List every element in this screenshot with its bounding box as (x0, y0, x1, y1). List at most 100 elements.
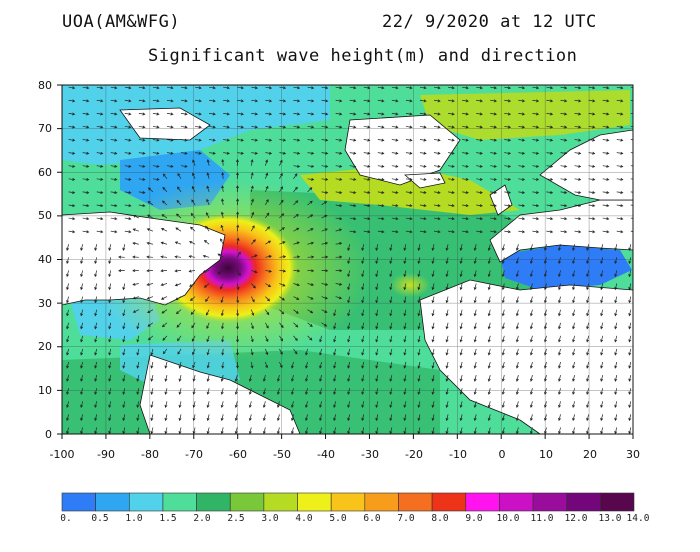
direction-arrow (546, 164, 554, 168)
direction-arrow (529, 296, 533, 304)
direction-arrow (122, 309, 126, 317)
direction-arrow (588, 177, 596, 181)
direction-arrow (66, 414, 70, 422)
direction-arrow (574, 151, 582, 155)
direction-arrow (433, 177, 441, 181)
direction-arrow (94, 388, 98, 395)
direction-arrow (391, 138, 399, 142)
lat-tick-label: 70 (38, 122, 52, 135)
direction-arrow (462, 99, 469, 103)
direction-arrow (419, 164, 427, 168)
direction-arrow (586, 348, 590, 356)
direction-arrow (600, 270, 604, 278)
direction-arrow (206, 159, 210, 166)
direction-arrow (417, 388, 421, 395)
direction-arrow (431, 335, 435, 343)
direction-arrow (572, 427, 576, 434)
direction-arrow (476, 164, 483, 168)
direction-arrow (389, 322, 393, 330)
direction-arrow (586, 244, 590, 251)
direction-arrow (544, 309, 547, 317)
direction-arrow (265, 335, 269, 342)
lon-tick-label: 30 (626, 448, 640, 461)
direction-arrow (307, 296, 314, 300)
direction-arrow (448, 204, 455, 208)
direction-arrow (417, 414, 421, 422)
direction-arrow (476, 99, 483, 103)
direction-arrow (122, 244, 126, 251)
direction-arrow (321, 201, 328, 206)
direction-arrow (614, 283, 618, 291)
direction-arrow (433, 86, 441, 90)
direction-arrow (177, 348, 182, 355)
direction-arrow (445, 322, 449, 330)
direction-arrow (335, 112, 343, 116)
colorbar-swatch (431, 492, 467, 512)
coordinate-grid (62, 85, 633, 434)
direction-arrow (251, 138, 259, 142)
direction-arrow (160, 228, 168, 232)
map-title: Significant wave height(m) and direction (148, 46, 578, 66)
direction-arrow (616, 217, 624, 221)
colorbar-label: 2.5 (227, 513, 244, 524)
direction-arrow (433, 151, 441, 155)
direction-arrow (558, 283, 561, 291)
direction-arrow (191, 335, 196, 342)
direction-arrow (265, 112, 273, 116)
direction-arrow (189, 226, 196, 232)
direction-arrow (433, 190, 441, 194)
direction-arrow (80, 388, 84, 395)
direction-arrow (206, 172, 210, 179)
direction-arrow (544, 322, 547, 330)
direction-arrow (293, 112, 301, 116)
direction-arrow (248, 414, 252, 422)
direction-arrow (307, 151, 315, 155)
colorbar-label: 8.0 (431, 513, 448, 524)
direction-arrow (361, 348, 365, 356)
direction-arrow (132, 214, 140, 219)
direction-arrow (188, 255, 196, 259)
direction-arrow (602, 112, 610, 116)
direction-arrow (205, 296, 210, 303)
direction-arrow (375, 361, 379, 369)
direction-arrow (417, 296, 421, 304)
direction-arrow (532, 138, 540, 142)
direction-arrow (431, 270, 435, 278)
colorbar-label: 7.0 (397, 513, 414, 524)
direction-arrow (405, 217, 413, 221)
direction-arrow (305, 414, 308, 422)
direction-arrow (349, 190, 357, 194)
direction-arrow (333, 388, 337, 395)
direction-arrow (192, 348, 196, 356)
direction-arrow (335, 204, 343, 208)
direction-arrow (279, 361, 283, 369)
direction-arrow (515, 322, 519, 330)
direction-arrow (433, 125, 441, 129)
direction-arrow (630, 230, 633, 232)
direction-arrow (206, 198, 210, 206)
direction-arrow (600, 401, 604, 408)
direction-arrow (630, 99, 633, 101)
direction-arrow (136, 388, 140, 395)
direction-arrow (476, 230, 483, 234)
direction-arrow (68, 217, 76, 221)
direction-arrow (558, 388, 561, 395)
direction-arrow (405, 125, 413, 129)
lon-tick-label: -90 (97, 448, 115, 461)
direction-arrow (417, 322, 421, 330)
direction-arrow (80, 348, 84, 356)
direction-arrow (236, 211, 240, 219)
direction-arrow (221, 335, 225, 343)
direction-arrow (445, 296, 449, 304)
direction-arrow (347, 335, 351, 343)
direction-arrow (147, 309, 154, 314)
direction-arrow (405, 112, 413, 116)
canadian-arctic-land (119, 107, 211, 141)
direction-arrow (262, 427, 266, 434)
colorbar-label: 1.0 (125, 513, 142, 524)
direction-arrow (600, 244, 604, 251)
direction-arrow (602, 99, 610, 103)
direction-arrow (403, 388, 407, 395)
direction-arrow (223, 99, 230, 103)
direction-arrow (462, 86, 469, 90)
